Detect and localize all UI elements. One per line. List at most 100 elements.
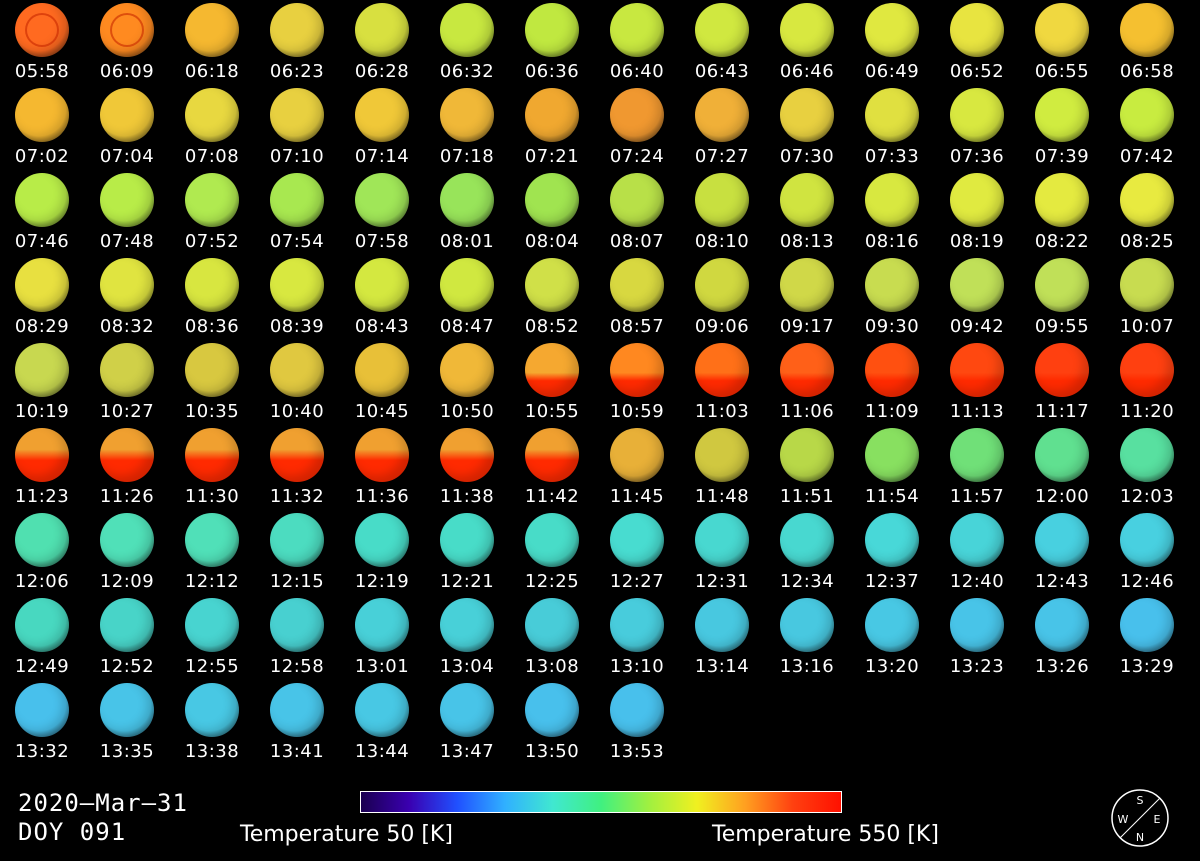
planet-disc	[440, 88, 494, 142]
planet-disc	[950, 598, 1004, 652]
planet-disc	[270, 258, 324, 312]
planet-disc	[185, 88, 239, 142]
thermal-frame: 07:02	[0, 85, 86, 169]
planet-disc	[185, 428, 239, 482]
thermal-frame: 11:06	[765, 340, 851, 424]
frame-time-label: 09:06	[694, 316, 750, 337]
frame-time-label: 07:02	[14, 146, 70, 167]
thermal-frame: 07:24	[595, 85, 681, 169]
planet-disc	[355, 513, 409, 567]
frame-time-label: 13:10	[609, 656, 665, 677]
thermal-frame: 07:14	[340, 85, 426, 169]
planet-disc	[440, 343, 494, 397]
thermal-frame: 12:37	[850, 510, 936, 594]
thermal-frame: 11:23	[0, 425, 86, 509]
planet-disc	[270, 513, 324, 567]
colorbar-min-label: Temperature 50 [K]	[240, 822, 453, 847]
planet-disc	[1035, 598, 1089, 652]
frame-time-label: 12:03	[1119, 486, 1175, 507]
frame-time-label: 13:23	[949, 656, 1005, 677]
frame-time-label: 13:04	[439, 656, 495, 677]
frame-time-label: 12:46	[1119, 571, 1175, 592]
thermal-frame: 09:06	[680, 255, 766, 339]
planet-disc	[15, 258, 69, 312]
thermal-frame: 08:13	[765, 170, 851, 254]
thermal-frame: 11:30	[170, 425, 256, 509]
thermal-frame: 12:46	[1105, 510, 1191, 594]
frame-time-label: 08:01	[439, 231, 495, 252]
thermal-frame: 09:17	[765, 255, 851, 339]
thermal-frame: 13:38	[170, 680, 256, 764]
thermal-frame: 13:50	[510, 680, 596, 764]
planet-disc	[15, 343, 69, 397]
planet-disc	[610, 513, 664, 567]
thermal-frame: 07:18	[425, 85, 511, 169]
planet-disc	[695, 3, 749, 57]
thermal-frame: 08:04	[510, 170, 596, 254]
planet-disc	[185, 598, 239, 652]
thermal-frame: 13:41	[255, 680, 341, 764]
thermal-frame: 12:19	[340, 510, 426, 594]
planet-disc	[355, 683, 409, 737]
planet-disc	[865, 343, 919, 397]
planet-disc	[1120, 428, 1174, 482]
compass-west-label: W	[1118, 813, 1129, 826]
thermal-frame: 07:21	[510, 85, 596, 169]
thermal-frame: 08:07	[595, 170, 681, 254]
planet-disc	[355, 343, 409, 397]
frame-time-label: 13:44	[354, 741, 410, 762]
thermal-frame: 06:55	[1020, 0, 1106, 84]
planet-disc	[1035, 88, 1089, 142]
thermal-frame: 10:27	[85, 340, 171, 424]
thermal-frame: 11:48	[680, 425, 766, 509]
frame-time-label: 11:36	[354, 486, 410, 507]
thermal-frame: 07:08	[170, 85, 256, 169]
thermal-frame: 08:25	[1105, 170, 1191, 254]
planet-disc	[270, 3, 324, 57]
planet-disc	[780, 88, 834, 142]
frame-time-label: 11:42	[524, 486, 580, 507]
planet-disc	[1120, 598, 1174, 652]
frame-time-label: 08:13	[779, 231, 835, 252]
frame-time-label: 07:33	[864, 146, 920, 167]
frame-time-label: 07:08	[184, 146, 240, 167]
thermal-frame: 07:33	[850, 85, 936, 169]
planet-disc	[610, 343, 664, 397]
planet-disc	[865, 3, 919, 57]
frame-time-label: 11:06	[779, 401, 835, 422]
planet-disc	[185, 258, 239, 312]
frame-time-label: 11:23	[14, 486, 70, 507]
planet-disc	[270, 343, 324, 397]
frame-time-label: 13:16	[779, 656, 835, 677]
frame-time-label: 07:54	[269, 231, 325, 252]
thermal-frame: 08:22	[1020, 170, 1106, 254]
thermal-frame: 05:58	[0, 0, 86, 84]
thermal-frame: 12:58	[255, 595, 341, 679]
planet-disc	[525, 173, 579, 227]
compass-north-label: N	[1136, 831, 1144, 844]
frame-time-label: 07:46	[14, 231, 70, 252]
thermal-frame: 10:45	[340, 340, 426, 424]
thermal-frame: 06:36	[510, 0, 596, 84]
frame-time-label: 07:10	[269, 146, 325, 167]
planet-disc	[270, 173, 324, 227]
planet-disc	[950, 513, 1004, 567]
thermal-frame: 12:21	[425, 510, 511, 594]
frame-time-label: 11:20	[1119, 401, 1175, 422]
thermal-frame: 07:10	[255, 85, 341, 169]
thermal-frame: 12:49	[0, 595, 86, 679]
thermal-frame: 07:04	[85, 85, 171, 169]
planet-disc	[610, 173, 664, 227]
planet-disc	[695, 343, 749, 397]
frame-time-label: 09:55	[1034, 316, 1090, 337]
thermal-frame: 12:43	[1020, 510, 1106, 594]
frame-time-label: 13:47	[439, 741, 495, 762]
thermal-frame: 10:50	[425, 340, 511, 424]
planet-disc	[185, 173, 239, 227]
planet-disc	[525, 258, 579, 312]
thermal-frame: 11:32	[255, 425, 341, 509]
thermal-frame: 06:28	[340, 0, 426, 84]
frame-time-label: 08:57	[609, 316, 665, 337]
planet-disc	[865, 598, 919, 652]
planet-disc	[695, 428, 749, 482]
